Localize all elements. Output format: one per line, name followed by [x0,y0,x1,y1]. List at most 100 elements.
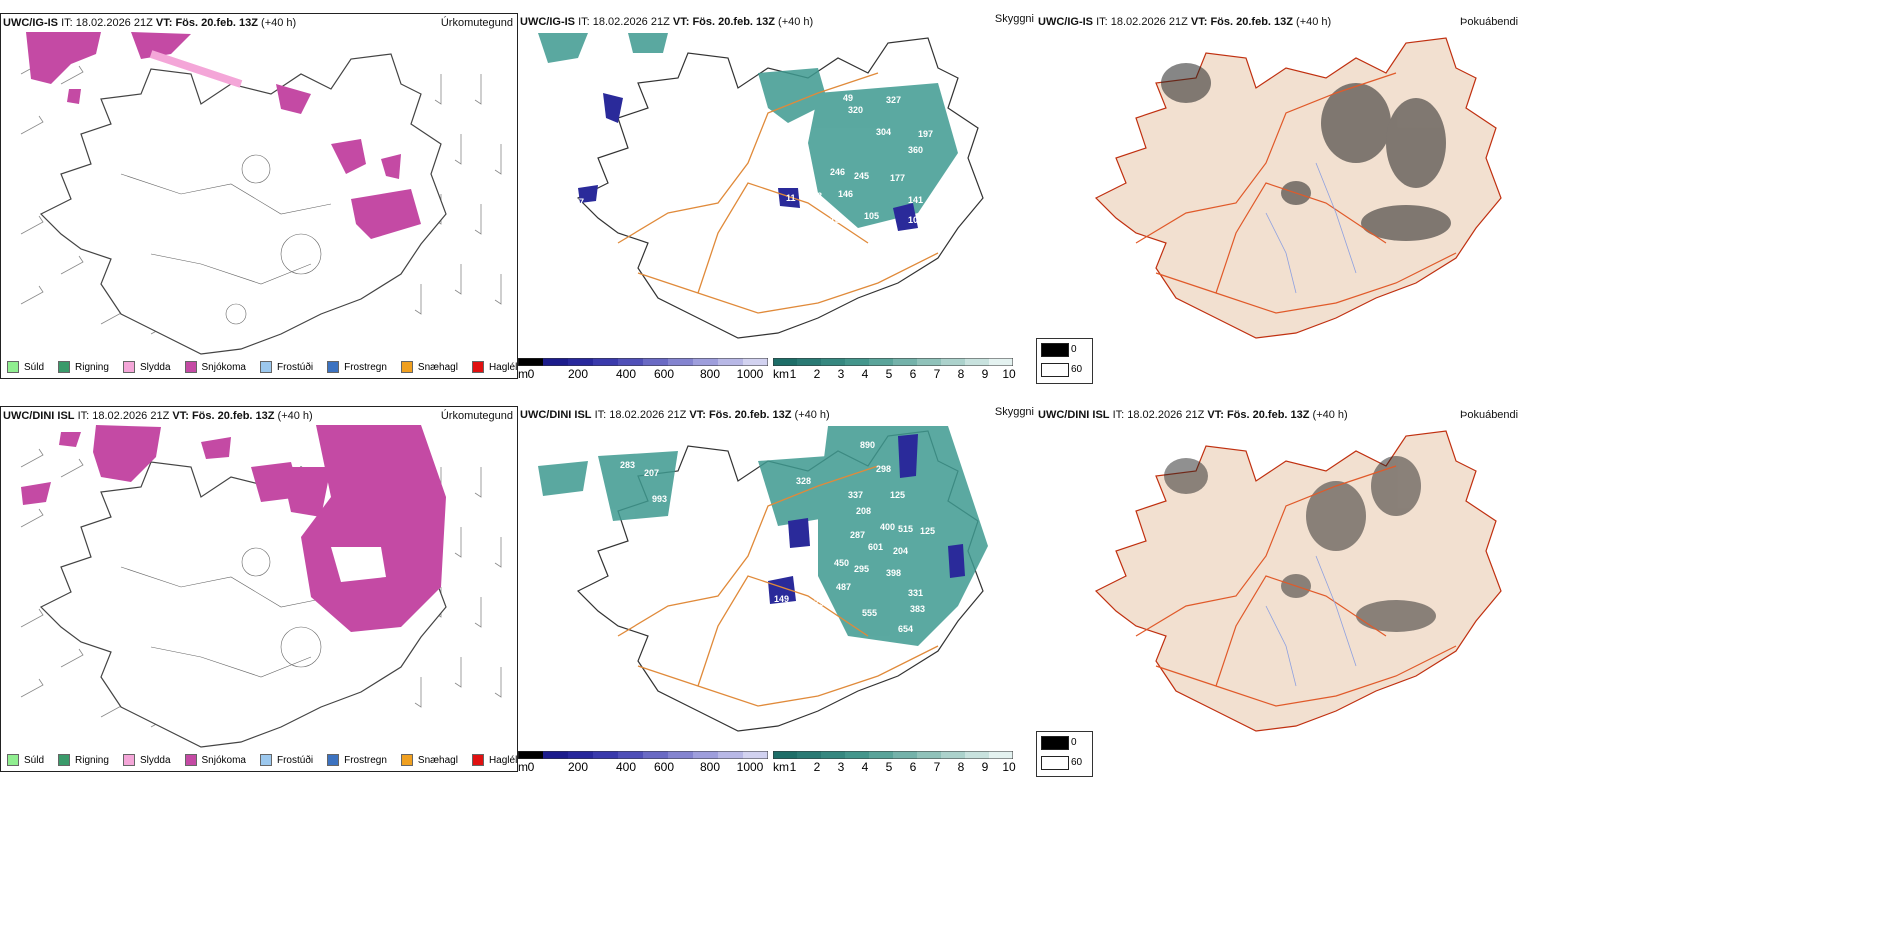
tick-label: 200 [567,367,589,381]
fog-panel-bottom: UWC/DINI ISL IT: 18.02.2026 21Z VT: Fös.… [1036,406,1900,777]
vis-label: 328 [796,476,811,486]
visibility-km-areas [538,33,958,228]
snow-hole [331,547,386,582]
tick-label: 600 [653,367,675,381]
visibility-m-areas [768,434,965,604]
tick-label: 6 [909,760,917,774]
legend-item: Súld [7,754,44,766]
fog-roads [1135,465,1457,707]
vis-label: 283 [620,460,635,470]
panel-header: UWC/DINI ISL IT: 18.02.2026 21Z VT: Fös.… [1038,409,1348,421]
vis-km-colorbar: km 1 2 3 4 5 6 7 8 9 10 [773,358,1023,381]
fog-legend: 0 60 [1036,731,1093,777]
vis-km-unit: km [773,760,789,774]
vis-m-colorbar: m 0 200 400 600 800 1000 [518,751,768,774]
fog-map-bottom [1094,430,1502,732]
tick-label: 5 [885,367,893,381]
vis-label: 298 [876,464,891,474]
tick-label: 0 [527,367,535,381]
vis-label: 337 [848,490,863,500]
vis-km-colorbar: km 1 2 3 4 5 6 7 8 9 10 [773,751,1023,774]
legend-item: Rigning [58,361,109,373]
vis-label: 246 [830,167,845,177]
visibility-km-areas [538,426,988,646]
tick-label: 9 [981,367,989,381]
rivers [1265,555,1357,687]
vis-label: 208 [856,506,871,516]
fog-legend-label: 60 [1071,364,1083,375]
fog-map-top [1094,37,1502,339]
vis-label: 141 [908,195,923,205]
fog-legend-label: 0 [1071,344,1077,355]
vis-label: 304 [876,127,891,137]
legend-item: Súld [7,361,44,373]
vis-label: 105 [864,211,879,221]
visibility-labels: 327 49 320 304 197 360 246 245 177 146 3… [574,93,933,225]
visibility-labels: 890 298 328 337 125 208 400 515 125 287 … [620,440,935,634]
tick-label: 1000 [736,367,764,381]
vis-label: 400 [880,522,895,532]
tick-label: 9 [981,760,989,774]
vis-label: 487 [836,582,851,592]
legend-item: Snæhagl [400,754,458,766]
tick-label: 7 [933,367,941,381]
vis-m-unit: m [518,367,528,381]
vis-label: 398 [886,568,901,578]
tick-label: 4 [861,367,869,381]
fog-panel-top: UWC/IG-IS IT: 18.02.2026 21Z VT: Fös. 20… [1036,13,1900,384]
fog-legend-label: 0 [1071,737,1077,748]
vis-label: 204 [893,546,908,556]
vis-m-ramp [518,358,768,366]
vis-label: 419 [602,191,617,201]
vis-m-colorbar: m 0 200 400 600 800 1000 [518,358,768,381]
fog-areas [1164,456,1436,632]
vis-label: 993 [652,494,667,504]
panel-header: UWC/IG-IS IT: 18.02.2026 21Z VT: Fös. 20… [3,17,297,29]
vis-km-ramp [773,358,1013,366]
tick-label: 2 [813,367,821,381]
vis-label: 327 [886,95,901,105]
fog-legend-label: 60 [1071,757,1083,768]
tick-label: 8 [957,367,965,381]
vis-label: 125 [890,490,905,500]
vis-label: 11 [786,193,796,203]
terrain-contours [120,547,332,678]
panel-title: Þokuábendi [1460,16,1519,28]
legend-item: Slydda [122,361,171,373]
tick-label: 1000 [736,760,764,774]
legend-item: Slydda [122,754,171,766]
tick-label: 2 [813,760,821,774]
vis-label: 182 [830,215,845,225]
vis-label: 207 [644,468,659,478]
snow-areas [26,32,421,239]
vis-km-ramp [773,751,1013,759]
tick-label: 800 [699,760,721,774]
panel-header: UWC/IG-IS IT: 18.02.2026 21Z VT: Fös. 20… [1038,16,1332,28]
tick-label: 400 [615,760,637,774]
fog-roads [1135,72,1457,314]
vis-label: 320 [848,105,863,115]
tick-label: 8 [957,760,965,774]
vis-m-ramp [518,751,768,759]
vis-label: 295 [854,564,869,574]
snow-areas [21,425,446,632]
tick-label: 400 [615,367,637,381]
legend-item: Frostregn [327,361,387,373]
panel-header: UWC/DINI ISL IT: 18.02.2026 21Z VT: Fös.… [520,409,830,421]
panel-title: Skyggni [994,406,1034,418]
precip-legend: Súld Rigning Slydda Snjókoma Frostúði Fr… [7,361,531,373]
terrain-contours [120,154,332,325]
legend-item: Frostúði [259,754,313,766]
vis-label: 79 [814,598,824,608]
tick-label: 3 [837,760,845,774]
rivers [1265,162,1357,294]
legend-item: Haglél [471,754,517,766]
visibility-panel-bottom: UWC/DINI ISL IT: 18.02.2026 21Z VT: Fös.… [518,406,1036,774]
visibility-m-areas [578,93,918,231]
panel-title: Úrkomutegund [440,410,513,422]
vis-label: 197 [918,129,933,139]
vis-label: 177 [890,173,905,183]
vis-label: 149 [774,594,789,604]
precip-legend: Súld Rigning Slydda Snjókoma Frostúði Fr… [7,754,531,766]
tick-label: 200 [567,760,589,774]
